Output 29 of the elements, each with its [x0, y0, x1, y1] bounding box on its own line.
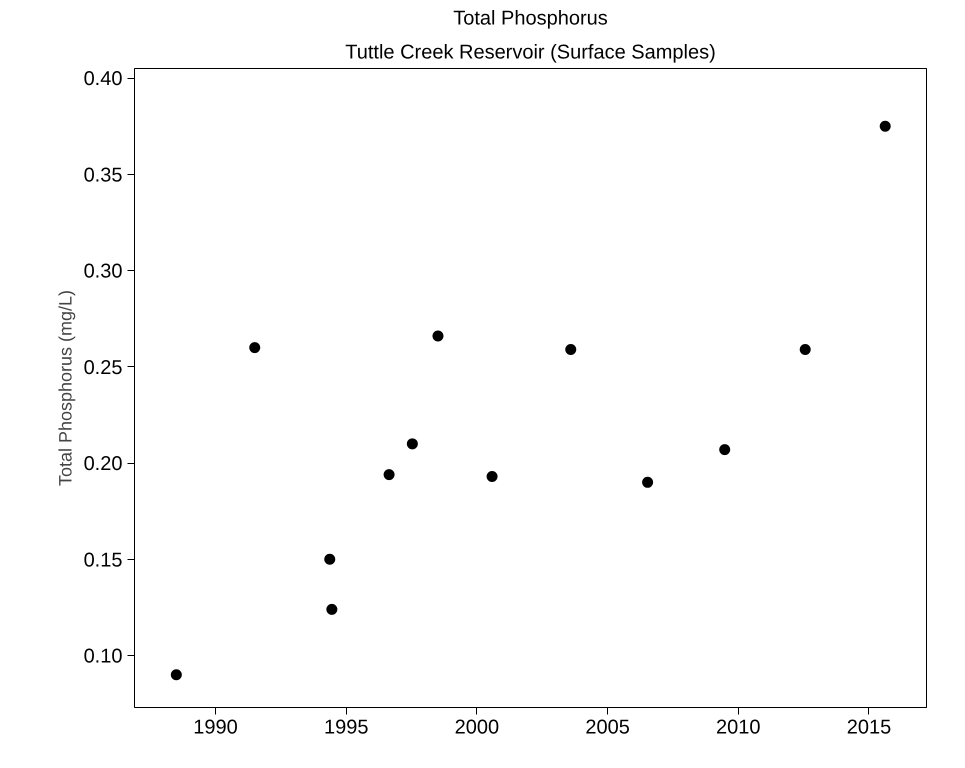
y-tick-label: 0.25 [84, 356, 123, 379]
x-tick-label: 2005 [585, 716, 630, 738]
y-tick-label: 0.40 [84, 68, 123, 90]
point [384, 469, 395, 480]
chart-subtitle: Tuttle Creek Reservoir (Surface Samples) [345, 42, 716, 64]
y-tick-label: 0.20 [84, 453, 123, 476]
y-tick-label: 0.15 [84, 549, 123, 572]
point [432, 330, 444, 342]
point [565, 344, 576, 355]
x-tick-label: 2010 [716, 716, 761, 738]
point [719, 444, 730, 456]
y-axis-title: Total Phosphorus (mg/L) [56, 290, 76, 486]
point [249, 342, 260, 354]
point [800, 344, 811, 355]
chart-title: Total Phosphorus [453, 8, 608, 30]
point [642, 476, 654, 488]
point [326, 604, 338, 615]
x-tick-label: 2000 [454, 716, 500, 738]
y-tick-label: 0.35 [84, 164, 123, 186]
x-tick-label: 1990 [193, 716, 238, 738]
x-tick-label: 2015 [846, 716, 892, 738]
point [486, 471, 498, 482]
y-tick-label: 0.10 [84, 646, 123, 668]
x-tick-label: 1995 [324, 716, 368, 738]
point [406, 438, 418, 450]
y-tick-label: 0.30 [84, 260, 123, 283]
point [324, 554, 336, 565]
point [170, 669, 182, 680]
point [880, 120, 891, 132]
